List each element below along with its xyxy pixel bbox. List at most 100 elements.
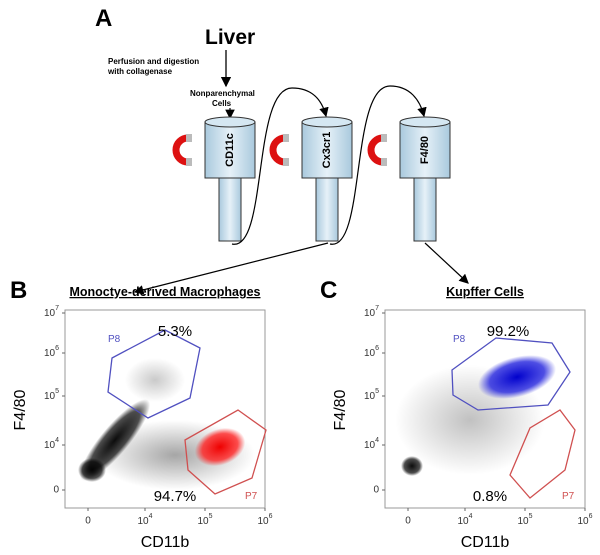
column-label: Cx3cr1	[321, 132, 333, 169]
tick-label: 105	[517, 513, 532, 527]
top	[399, 116, 451, 128]
tick-label: 104	[44, 437, 59, 451]
magnet	[269, 134, 286, 166]
panel-label: B	[10, 277, 27, 304]
tick-label: 104	[457, 513, 472, 527]
tick-label: 106	[364, 345, 379, 359]
tick-base: 10	[364, 391, 376, 402]
tick-label: 105	[197, 513, 212, 527]
stem	[218, 174, 242, 242]
y-axis-label: F4/80	[332, 389, 349, 430]
magnet-pole	[381, 134, 387, 142]
tick-exp: 4	[375, 437, 379, 444]
tick-base: 10	[364, 440, 376, 451]
gate	[509, 409, 576, 499]
magnet-pole	[381, 158, 387, 166]
top	[301, 116, 353, 128]
tick-base: 10	[44, 308, 56, 319]
event-cloud	[78, 358, 255, 490]
input-text: Nonparenchymal	[190, 89, 255, 98]
y-axis-label: F4/80	[12, 389, 29, 430]
tick-base: 10	[44, 391, 56, 402]
connector	[329, 85, 427, 245]
gate	[451, 337, 571, 411]
tick-base: 10	[577, 516, 589, 527]
event-cloud	[395, 355, 556, 476]
connector	[231, 87, 329, 245]
stem	[413, 174, 437, 242]
tick-label: 106	[577, 513, 592, 527]
arrow	[133, 242, 329, 295]
tick-exp: 4	[149, 513, 153, 520]
tick-exp: 7	[375, 305, 379, 312]
tick-label: 107	[364, 305, 379, 319]
tick-exp: 4	[469, 513, 473, 520]
title: Liver	[205, 26, 255, 49]
gate	[107, 329, 201, 419]
tick-label: 106	[257, 513, 272, 527]
magnet	[172, 134, 189, 166]
tick-exp: 5	[375, 388, 379, 395]
tick-label: 0	[53, 485, 59, 496]
x-axis-label: CD11b	[461, 534, 510, 551]
tick-label: 0	[85, 516, 91, 527]
tick-exp: 6	[375, 345, 379, 352]
tick-exp: 5	[529, 513, 533, 520]
gate-percent: 94.7%	[154, 488, 197, 505]
tick-exp: 7	[55, 305, 59, 312]
columns: CD11c Cx3cr1 F4/80	[172, 116, 451, 242]
plot-title: Monoctye-derived Macrophages	[69, 285, 260, 299]
panel-label: C	[320, 277, 337, 304]
magnet-pole	[186, 134, 192, 142]
tick-label: 104	[364, 437, 379, 451]
tick-base: 10	[197, 516, 209, 527]
stem	[315, 174, 339, 242]
magnet	[367, 134, 384, 166]
tick-exp: 6	[589, 513, 593, 520]
tick-exp: 5	[209, 513, 213, 520]
tick-base: 10	[517, 516, 529, 527]
input-text: Cells	[212, 99, 232, 108]
gate-percent: 0.8%	[473, 488, 507, 505]
gate-percent: 5.3%	[158, 323, 192, 340]
tick-exp: 6	[269, 513, 273, 520]
panel-label: A	[95, 5, 112, 32]
step-text: Perfusion and digestion	[108, 57, 199, 66]
magnet-pole	[283, 134, 289, 142]
top	[204, 116, 256, 128]
magnet-pole	[283, 158, 289, 166]
tick-base: 10	[137, 516, 149, 527]
tick-base: 10	[457, 516, 469, 527]
tick-base: 10	[364, 348, 376, 359]
tick-exp: 4	[55, 437, 59, 444]
column: F4/80	[367, 116, 451, 242]
tick-base: 10	[364, 308, 376, 319]
magnet-pole	[186, 158, 192, 166]
tick-label: 104	[137, 513, 152, 527]
tick-label: 105	[44, 388, 59, 402]
gate-name: P8	[453, 334, 466, 345]
tick-base: 10	[44, 348, 56, 359]
column: CD11c	[172, 116, 256, 242]
gate-name: P8	[108, 334, 121, 345]
gate	[184, 409, 267, 495]
tick-base: 10	[257, 516, 269, 527]
tick-label: 106	[44, 345, 59, 359]
plots: B Monoctye-derived Macrophages01041051061…	[10, 277, 593, 551]
plot-frame	[384, 309, 586, 509]
plot-frame	[64, 309, 266, 509]
tick-label: 107	[44, 305, 59, 319]
x-axis-label: CD11b	[141, 534, 190, 551]
flow-plot: B Monoctye-derived Macrophages01041051061…	[10, 277, 273, 551]
tick-label: 0	[373, 485, 379, 496]
gate-percent: 99.2%	[487, 323, 530, 340]
body	[204, 121, 256, 179]
tick-exp: 6	[55, 345, 59, 352]
column-label: F4/80	[419, 136, 431, 164]
step-text: with collagenase	[107, 67, 173, 76]
plot-title: Kupffer Cells	[446, 285, 524, 299]
tick-label: 0	[405, 516, 411, 527]
column-label: CD11c	[224, 133, 236, 167]
tick-label: 105	[364, 388, 379, 402]
